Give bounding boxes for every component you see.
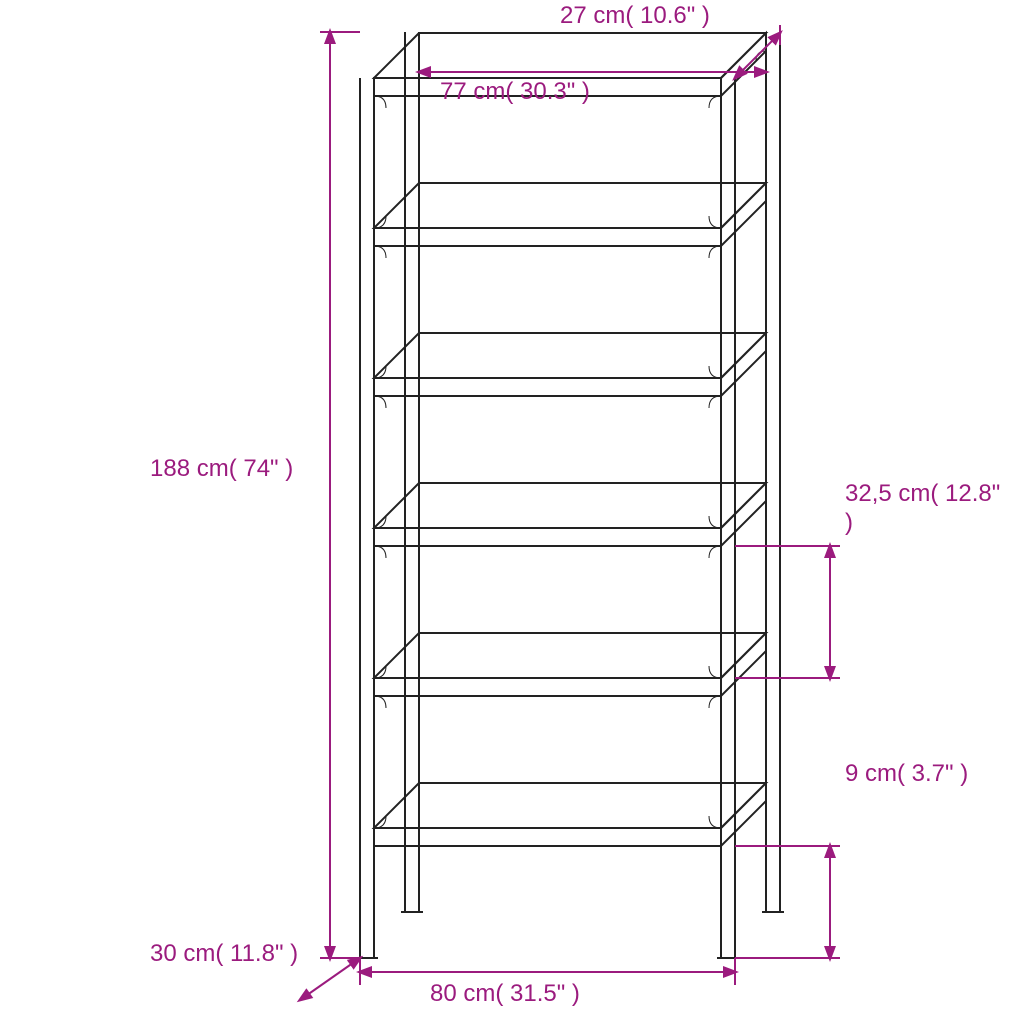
dim-foot-height: 9 cm( 3.7" ) (845, 760, 1005, 789)
dim-width-bottom: 80 cm( 31.5" ) (430, 980, 580, 1008)
dimension-diagram: 27 cm( 10.6" ) 77 cm( 30.3" ) 188 cm( 74… (0, 0, 1024, 1024)
dim-shelf-gap: 32,5 cm( 12.8" ) (845, 480, 1005, 538)
dim-depth-bottom: 30 cm( 11.8" ) (150, 940, 330, 969)
dim-width-top: 77 cm( 30.3" ) (440, 78, 590, 106)
dim-height: 188 cm( 74" ) (150, 455, 293, 483)
dim-depth-top: 27 cm( 10.6" ) (560, 2, 710, 30)
